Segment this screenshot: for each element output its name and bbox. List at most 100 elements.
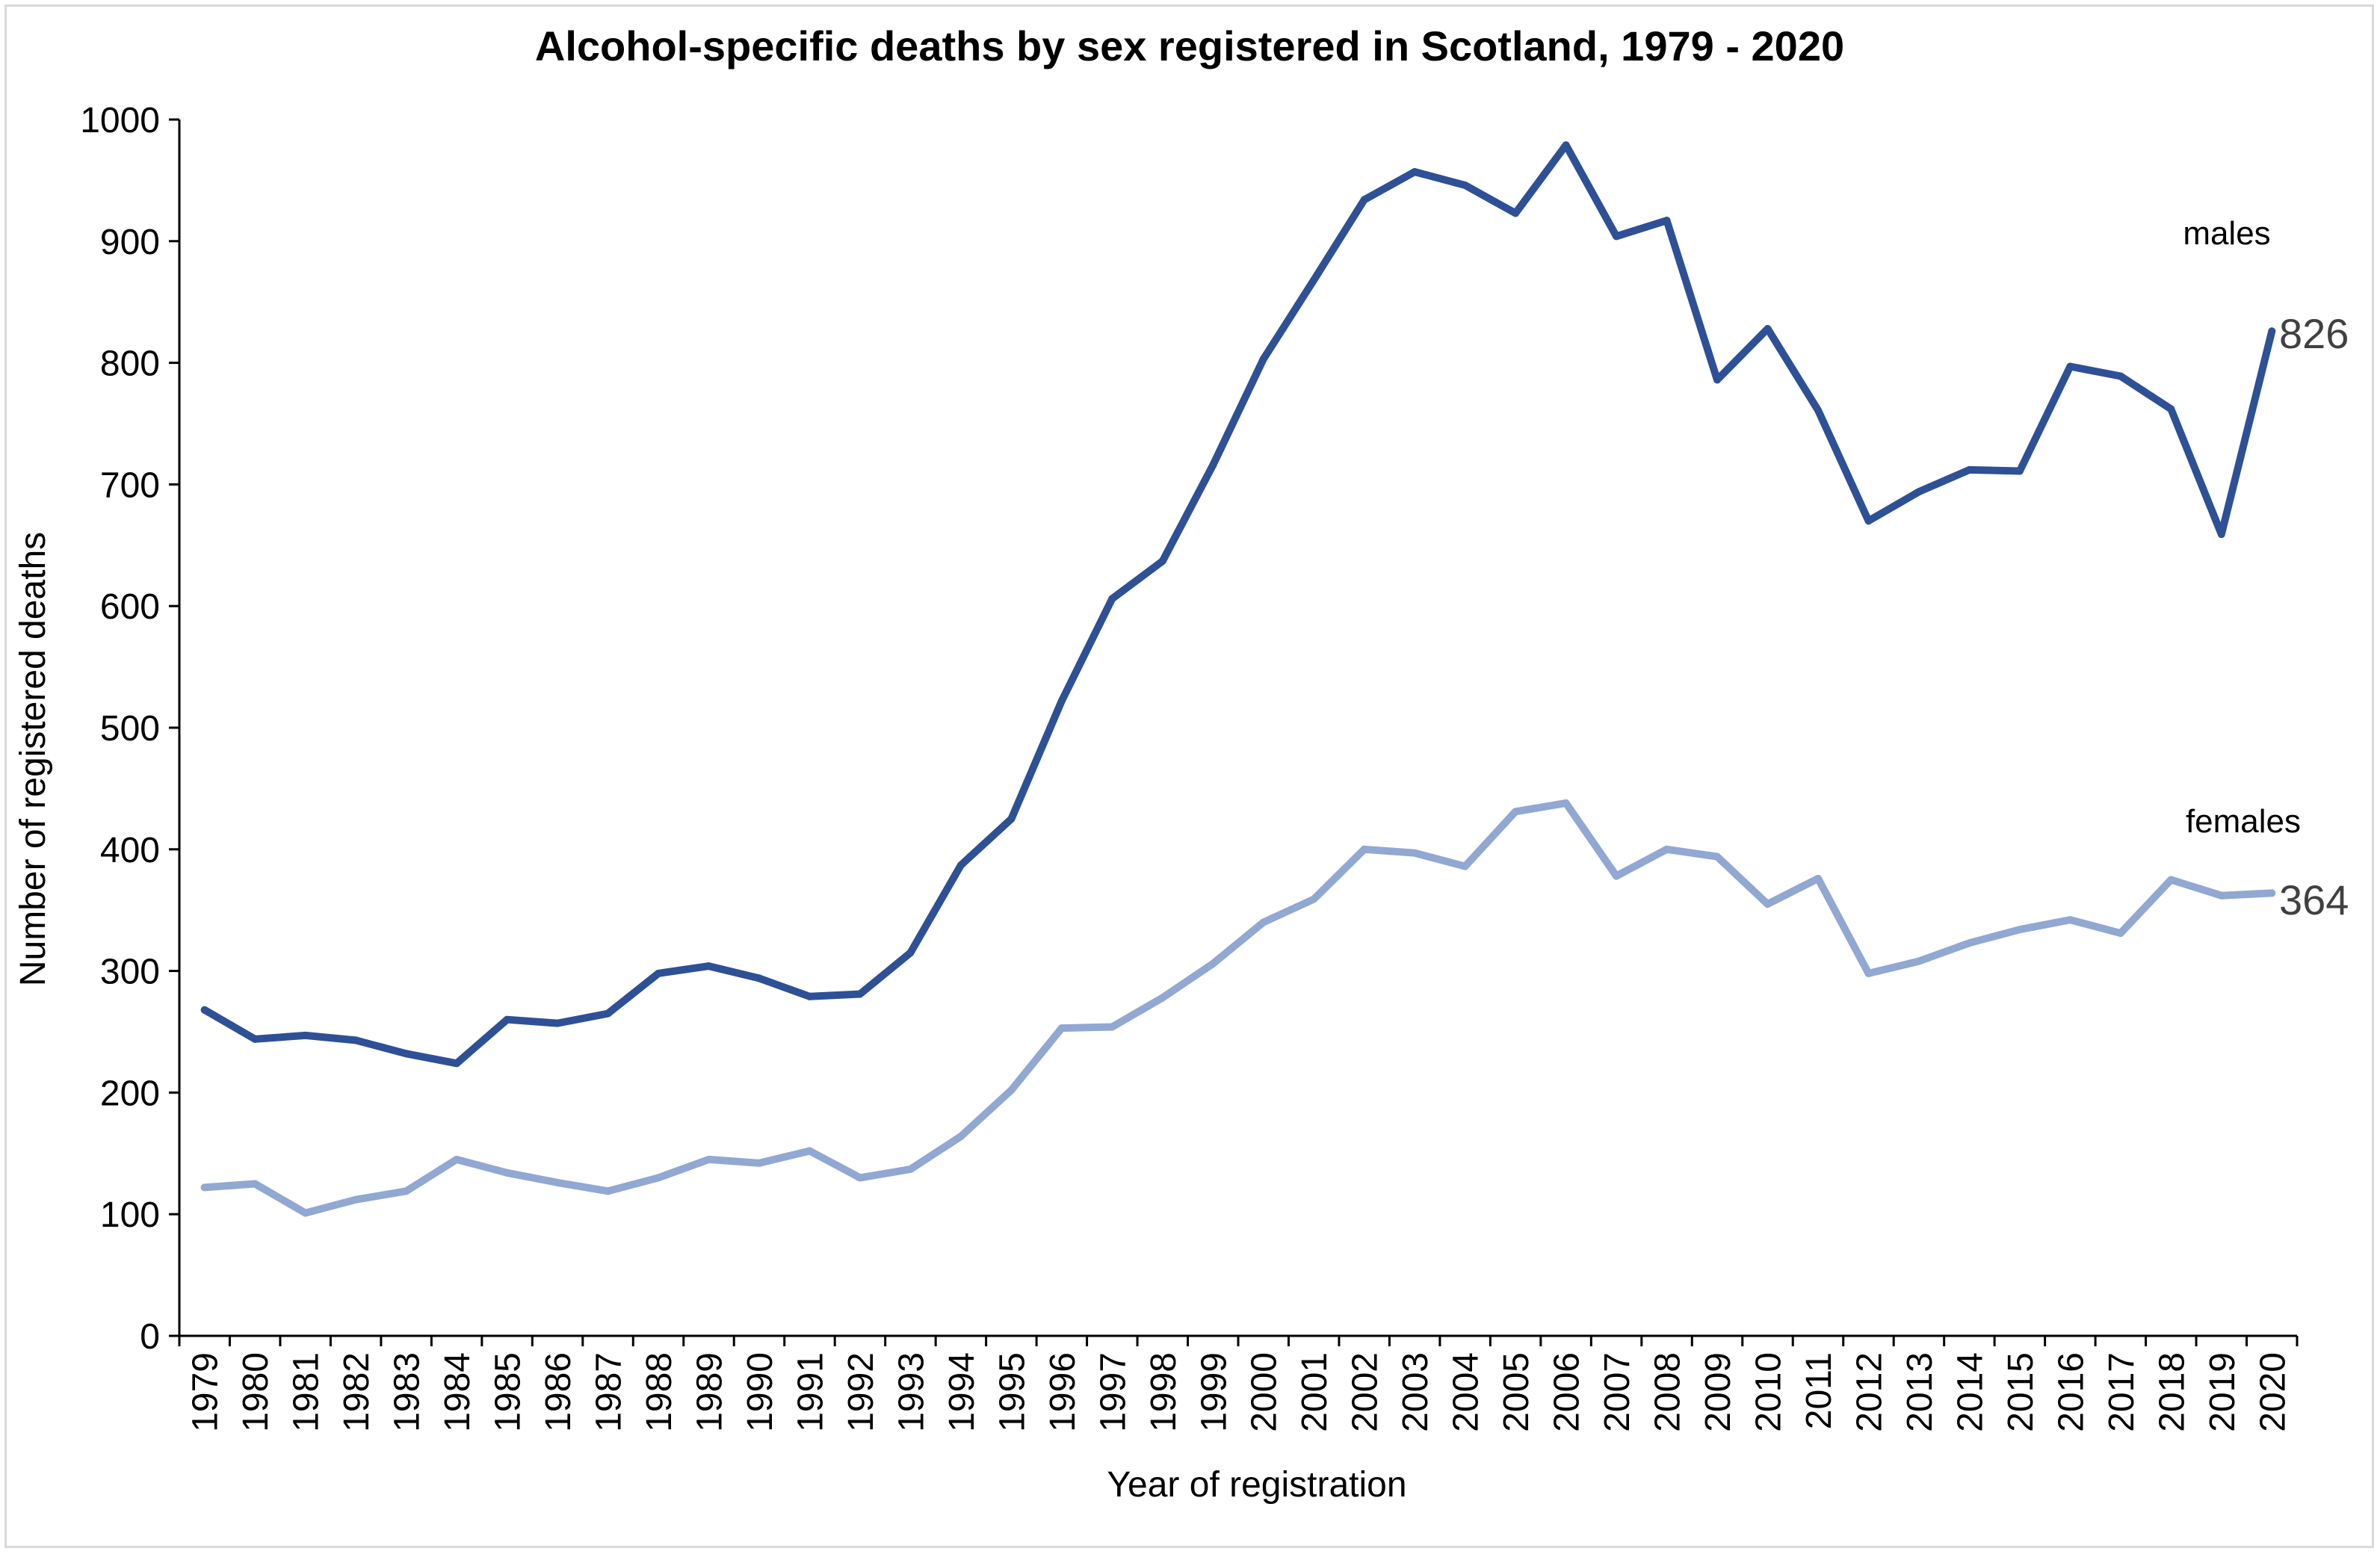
data-point-females: [402, 1187, 410, 1195]
data-point-males: [1259, 355, 1267, 363]
data-point-males: [2167, 405, 2175, 413]
data-point-females: [2066, 916, 2074, 924]
data-point-females: [1108, 1023, 1116, 1031]
data-point-females: [301, 1209, 309, 1217]
y-tick-label: 300: [100, 953, 160, 992]
data-point-males: [453, 1059, 461, 1068]
data-point-males: [2268, 327, 2276, 335]
data-point-females: [604, 1187, 612, 1195]
x-tick-label: 2009: [1699, 1352, 1738, 1432]
data-point-females: [1310, 895, 1318, 903]
y-tick-label: 600: [100, 587, 160, 627]
x-tick-label: 1996: [1043, 1352, 1083, 1432]
series-line-females: [200, 799, 2276, 1217]
data-point-males: [1814, 406, 1822, 415]
x-tick-label: 1991: [791, 1352, 830, 1432]
x-tick-label: 2007: [1598, 1352, 1637, 1432]
x-tick-label: 2000: [1245, 1352, 1285, 1432]
x-tick-label: 2011: [1799, 1352, 1839, 1429]
series-label-females: females: [2186, 803, 2301, 840]
data-point-males: [402, 1050, 410, 1058]
y-tick-label: 700: [100, 465, 160, 505]
series-layer: [200, 141, 2276, 1217]
data-point-females: [1814, 874, 1822, 882]
data-point-females: [705, 1155, 713, 1163]
x-tick-label: 2004: [1447, 1352, 1486, 1432]
x-tick-label: 2019: [2203, 1352, 2243, 1432]
data-point-females: [352, 1195, 360, 1204]
data-point-males: [1360, 196, 1368, 204]
data-point-females: [2116, 929, 2124, 938]
data-point-females: [2217, 891, 2225, 900]
data-point-males: [1461, 181, 1469, 189]
data-point-females: [503, 1168, 511, 1177]
data-point-males: [1411, 168, 1419, 176]
data-point-males: [604, 1009, 612, 1018]
data-point-females: [906, 1166, 915, 1173]
x-tick-label: 2018: [2152, 1352, 2192, 1432]
data-point-males: [200, 1006, 208, 1014]
x-axis-title: Year of registration: [1107, 1465, 1406, 1505]
x-tick-label: 2015: [2001, 1352, 2041, 1432]
y-tick-label: 500: [100, 709, 160, 749]
data-point-females: [655, 1174, 662, 1182]
x-tick-label: 2003: [1396, 1352, 1435, 1432]
x-tick-label: 2005: [1497, 1352, 1536, 1432]
x-tick-label: 1987: [590, 1352, 629, 1432]
data-point-females: [856, 1174, 864, 1182]
chart-title: Alcohol-specific deaths by sex registere…: [535, 22, 1844, 69]
data-point-females: [806, 1147, 814, 1155]
x-axis: 1979 1980 1981 1982 1983 1984 1985 1986 1987 1988…: [178, 1334, 2299, 1432]
x-tick-label: 1980: [236, 1352, 276, 1432]
data-point-males: [856, 990, 864, 998]
data-point-males: [1864, 517, 1873, 525]
x-tick-label: 2014: [1950, 1352, 1990, 1432]
data-point-males: [1613, 232, 1621, 241]
data-point-females: [1512, 808, 1520, 816]
y-axis-title: Number of registered deaths: [13, 532, 53, 986]
x-tick-label: 1984: [438, 1352, 477, 1432]
x-tick-label: 1979: [186, 1352, 226, 1432]
x-tick-label: 1993: [891, 1352, 931, 1432]
data-point-males: [2116, 372, 2124, 380]
data-point-males: [906, 949, 915, 957]
data-point-females: [251, 1180, 259, 1188]
data-point-females: [1764, 900, 1772, 908]
data-point-females: [2268, 889, 2276, 897]
data-point-males: [2015, 467, 2024, 475]
data-point-males: [503, 1015, 511, 1024]
x-tick-label: 1990: [741, 1352, 780, 1432]
end-label-females: 364: [2279, 876, 2349, 923]
data-point-males: [655, 969, 662, 977]
data-point-females: [956, 1133, 965, 1140]
data-point-females: [755, 1159, 763, 1167]
data-point-males: [755, 974, 763, 982]
series-label-males: males: [2183, 215, 2270, 252]
series-line-males: [200, 141, 2276, 1068]
y-tick-label: 100: [100, 1195, 160, 1235]
data-point-females: [453, 1155, 461, 1163]
y-tick-label: 900: [100, 223, 160, 262]
data-point-females: [1209, 959, 1217, 968]
x-tick-label: 1981: [287, 1352, 327, 1432]
data-point-females: [1057, 1024, 1066, 1033]
data-point-females: [1259, 918, 1267, 926]
x-tick-label: 1997: [1093, 1352, 1133, 1432]
data-point-females: [1411, 849, 1419, 857]
data-point-males: [1158, 557, 1166, 565]
data-point-males: [1713, 376, 1721, 384]
data-point-males: [554, 1019, 562, 1027]
data-point-males: [1007, 815, 1016, 823]
data-point-females: [1562, 799, 1570, 807]
data-point-males: [1965, 465, 1973, 474]
data-point-males: [1663, 217, 1671, 225]
data-point-males: [1310, 276, 1318, 284]
x-tick-label: 1995: [992, 1352, 1032, 1432]
data-point-males: [1057, 697, 1066, 705]
x-tick-label: 2012: [1849, 1352, 1889, 1432]
x-tick-label: 1999: [1194, 1352, 1234, 1432]
x-tick-label: 1994: [942, 1352, 982, 1432]
y-tick-label: 800: [100, 344, 160, 384]
data-point-males: [2217, 530, 2225, 539]
